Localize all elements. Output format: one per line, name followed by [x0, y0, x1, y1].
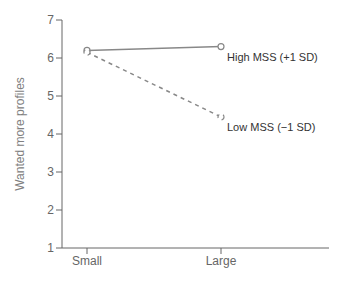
svg-text:Low MSS (−1 SD): Low MSS (−1 SD)	[227, 121, 315, 133]
svg-text:Wanted more profiles: Wanted more profiles	[13, 77, 27, 191]
svg-text:1: 1	[47, 241, 54, 255]
svg-text:2: 2	[47, 203, 54, 217]
svg-text:3: 3	[47, 165, 54, 179]
svg-text:7: 7	[47, 13, 54, 27]
svg-text:4: 4	[47, 127, 54, 141]
svg-text:Large: Large	[206, 254, 237, 268]
svg-text:High MSS (+1 SD): High MSS (+1 SD)	[227, 51, 318, 63]
svg-text:6: 6	[47, 51, 54, 65]
svg-text:Small: Small	[72, 254, 102, 268]
svg-text:5: 5	[47, 89, 54, 103]
